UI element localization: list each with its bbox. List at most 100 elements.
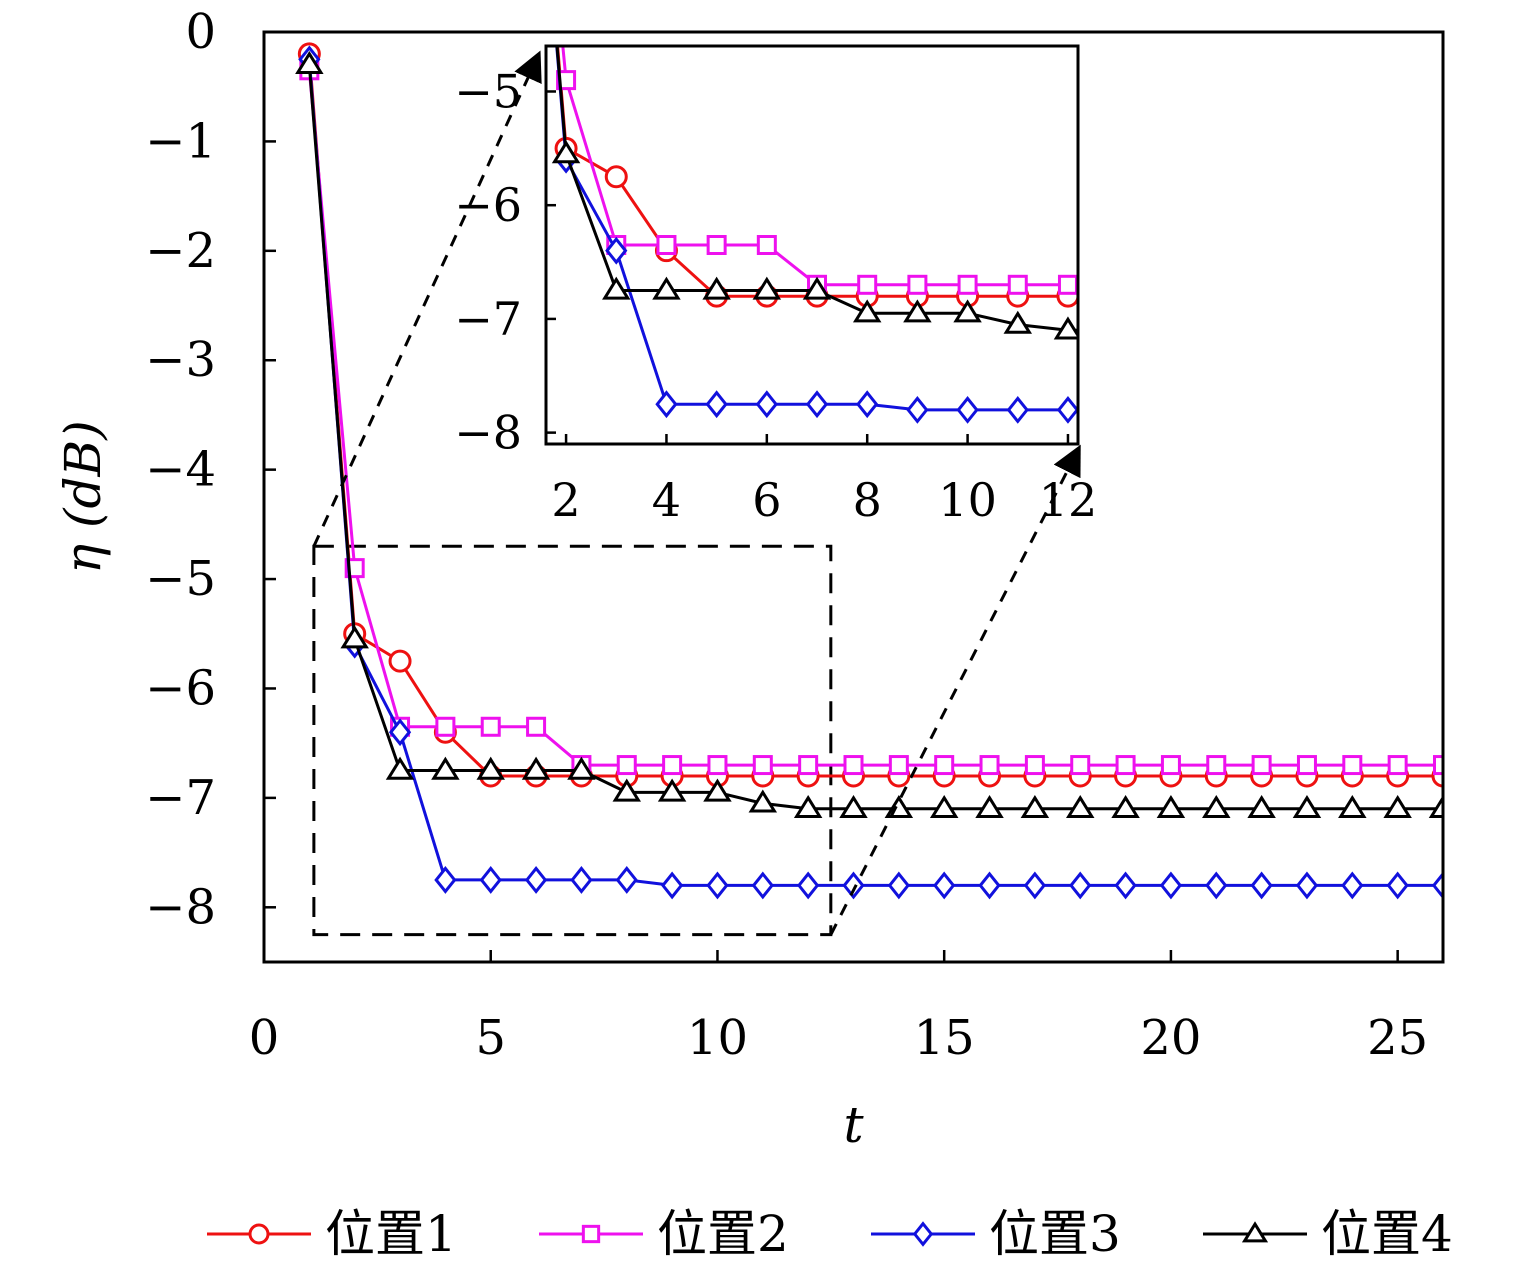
- data-point: [480, 716, 501, 737]
- inset-y-tick-label: −8: [454, 406, 522, 460]
- y-tick-label: −3: [145, 332, 216, 388]
- data-point: [793, 794, 823, 819]
- data-point: [556, 70, 577, 91]
- y-axis-label: η (dB): [54, 420, 112, 574]
- data-point: [1359, 286, 1379, 306]
- data-point: [1024, 755, 1045, 776]
- data-point: [1159, 398, 1177, 421]
- data-point: [953, 299, 982, 323]
- data-point: [933, 871, 956, 900]
- data-point: [551, 140, 581, 164]
- data-point: [1459, 286, 1479, 306]
- data-point: [526, 716, 547, 737]
- data-point: [1310, 398, 1328, 421]
- main-axis-ticks: 0 5 10 15 20 25 0 −1 −2 −3 −4 −5 −6 −7 −8: [145, 4, 1428, 1066]
- data-point: [751, 871, 774, 900]
- legend-item-4: 位置4: [1203, 1205, 1453, 1263]
- data-point: [798, 755, 819, 776]
- data-point: [340, 625, 369, 649]
- data-point: [1247, 794, 1276, 819]
- y-tick-label: −1: [145, 113, 216, 169]
- data-point: [978, 871, 1001, 900]
- data-point: [1007, 274, 1028, 295]
- data-point: [1257, 319, 1280, 338]
- data-point: [385, 756, 415, 780]
- data-point: [662, 755, 683, 776]
- x-tick-label: 10: [687, 1010, 748, 1066]
- legend: 位置1 位置2 位置3 位置4: [207, 1205, 1453, 1263]
- data-point: [797, 871, 820, 900]
- data-point: [1295, 871, 1319, 900]
- data-point: [1020, 794, 1050, 819]
- data-point: [1309, 286, 1329, 306]
- data-point: [1205, 871, 1228, 900]
- data-point: [567, 756, 596, 780]
- data-point: [1209, 286, 1229, 306]
- data-point: [1057, 274, 1078, 295]
- data-point: [656, 235, 677, 255]
- x-tick-label: 15: [914, 1010, 975, 1066]
- series-4: [295, 50, 1443, 819]
- data-point: [1433, 755, 1443, 776]
- data-point: [1158, 286, 1178, 306]
- inset-y-tick-label: −7: [454, 292, 522, 346]
- data-point: [605, 236, 628, 265]
- x-tick-label: 5: [475, 1010, 506, 1066]
- data-point: [1023, 871, 1047, 900]
- zoom-region-box: [312, 544, 833, 937]
- data-point: [1360, 398, 1378, 421]
- data-point: [1428, 794, 1443, 819]
- x-axis-label: t: [843, 1096, 864, 1154]
- data-point: [657, 778, 687, 802]
- data-point: [612, 778, 642, 802]
- data-point: [476, 756, 505, 780]
- data-point: [956, 395, 979, 424]
- data-point: [1461, 276, 1478, 293]
- inset-x-tick-label: 6: [752, 473, 781, 527]
- data-point: [1460, 398, 1478, 421]
- series-2: [299, 60, 1443, 776]
- main-plot-series: [295, 42, 1443, 900]
- data-point: [1338, 794, 1367, 819]
- y-tick-label: −6: [145, 660, 216, 716]
- data-point: [1210, 276, 1227, 293]
- data-point: [1056, 395, 1078, 424]
- data-point: [1260, 276, 1277, 293]
- data-point: [1069, 871, 1092, 900]
- data-point: [1251, 755, 1272, 776]
- data-point: [1358, 319, 1381, 338]
- data-point: [1386, 871, 1409, 900]
- legend-label: 位置3: [989, 1205, 1121, 1263]
- legend-marker: [912, 1221, 934, 1247]
- data-point: [295, 50, 324, 75]
- data-point: [755, 390, 778, 419]
- data-point: [887, 871, 910, 900]
- data-point: [652, 276, 681, 300]
- inset-y-tick-label: −5: [454, 64, 522, 118]
- y-tick-label: 0: [185, 4, 216, 60]
- data-point: [1003, 310, 1033, 334]
- data-point: [1410, 398, 1428, 421]
- inset-x-tick-label: 2: [551, 473, 580, 527]
- data-point: [1508, 319, 1531, 338]
- y-tick-label: −8: [145, 879, 216, 935]
- data-point: [805, 390, 829, 419]
- inset-x-tick-label: 12: [1039, 473, 1098, 527]
- data-point: [1310, 276, 1327, 293]
- y-tick-label: −4: [145, 442, 216, 498]
- data-point: [1156, 794, 1186, 819]
- data-point: [1109, 398, 1127, 421]
- data-point: [1361, 276, 1378, 293]
- data-point: [842, 871, 865, 900]
- legend-marker: [1241, 1221, 1269, 1243]
- data-point: [1342, 755, 1363, 776]
- series-3: [298, 45, 1443, 900]
- data-point: [435, 716, 456, 737]
- data-point: [615, 866, 638, 894]
- data-point: [1207, 319, 1230, 338]
- data-point: [802, 276, 832, 300]
- data-point: [929, 794, 959, 819]
- data-point: [843, 755, 864, 776]
- data-point: [839, 794, 868, 819]
- x-tick-label: 20: [1140, 1010, 1201, 1066]
